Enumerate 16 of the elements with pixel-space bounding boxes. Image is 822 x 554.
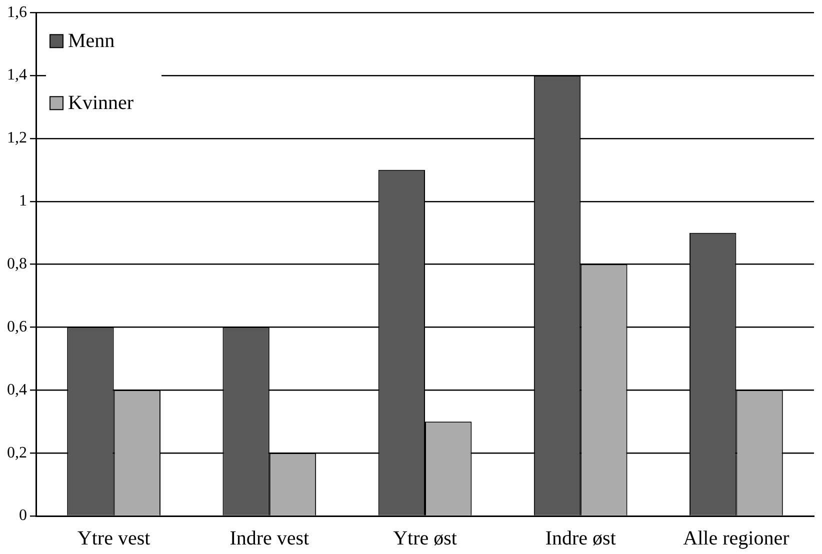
y-tick-label: 1 <box>19 192 27 210</box>
x-tick-label: Ytre vest <box>77 527 151 550</box>
y-tick-label: 1,4 <box>7 66 27 84</box>
y-tick-label: 0,8 <box>7 256 27 273</box>
legend-label: Kvinner <box>68 92 134 114</box>
y-tick-label: 0,2 <box>7 444 27 462</box>
x-tick-label: Indre øst <box>545 527 616 550</box>
x-tick-label: Alle regioner <box>683 527 790 550</box>
x-tick-label: Ytre øst <box>393 527 458 550</box>
y-tick-label: 0,4 <box>7 381 27 398</box>
y-tick-label: 1,2 <box>7 130 27 147</box>
y-tick-label: 0,6 <box>7 318 27 336</box>
y-tick-label: 0 <box>19 507 27 524</box>
legend-label: Menn <box>68 30 115 52</box>
y-tick-label: 1,6 <box>7 4 27 21</box>
x-tick-label: Indre vest <box>230 527 310 550</box>
